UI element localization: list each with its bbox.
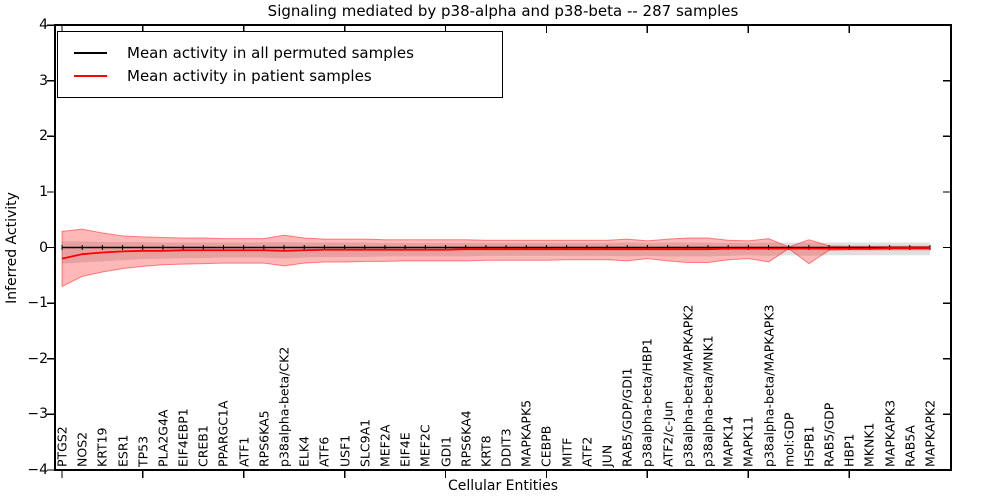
y-tick-label: −3 [27, 406, 48, 423]
x-tick-label: MEF2C [417, 424, 433, 467]
y-tick-label: −2 [27, 350, 48, 367]
x-tick-label: TP53 [135, 435, 151, 467]
x-tick-label: USF1 [337, 434, 353, 467]
x-tick-label: MITF [559, 437, 575, 467]
x-tick-label: RPS6KA4 [458, 410, 474, 467]
x-tick-label: CEBPB [538, 425, 554, 467]
x-tick-label: p38alpha-beta/MAPKAPK3 [761, 304, 776, 468]
x-tick-label: p38alpha-beta/MAPKAPK2 [680, 304, 696, 468]
x-tick-label: ATF1 [236, 436, 252, 467]
band-patient [61, 228, 931, 288]
x-tick-label: ATF6 [316, 436, 332, 467]
y-tick-label: 2 [39, 128, 48, 145]
x-tick-label: p38alpha-beta/CK2 [276, 346, 292, 467]
chart-title: Signaling mediated by p38-alpha and p38-… [267, 2, 739, 20]
legend-entry-permuted: Mean activity in all permuted samples [74, 43, 502, 62]
x-tick-label: RAB5/GDP/GDI1 [619, 367, 635, 467]
x-tick-label: RAB5/GDP [821, 402, 837, 467]
x-tick-label: RPS6KA5 [256, 410, 272, 467]
x-tick-label: PLA2G4A [155, 409, 171, 467]
x-tick-label: HSPB1 [801, 425, 817, 467]
y-tick-label: 4 [39, 17, 48, 34]
x-tick-label: ELK4 [296, 435, 312, 467]
x-tick-label: JUN [599, 444, 615, 467]
x-tick-label: MAPKAPK2 [922, 399, 938, 467]
series-line-patient [61, 247, 930, 260]
x-tick-label: GDI1 [438, 436, 454, 467]
y-tick-label: −1 [27, 295, 48, 312]
x-tick-label: CREB1 [195, 425, 211, 467]
legend-label-permuted: Mean activity in all permuted samples [127, 43, 414, 62]
x-tick-label: RAB5A [902, 425, 918, 467]
x-tick-label: MEF2A [377, 424, 393, 467]
x-tick-label: EIF4EBP1 [175, 408, 191, 467]
x-tick-label: SLC9A1 [357, 418, 373, 467]
legend: Mean activity in all permuted samples Me… [57, 31, 503, 98]
x-tick-label: NOS2 [74, 431, 90, 467]
x-tick-label: MKNK1 [861, 422, 877, 467]
x-tick-label: HBP1 [841, 433, 857, 467]
x-tick-label: p38alpha-beta/MNK1 [700, 335, 716, 467]
x-tick-label: DDIT3 [498, 428, 514, 467]
x-tick-label: ATF2 [579, 436, 595, 467]
y-tick-label: 3 [39, 72, 48, 89]
x-tick-label: p38alpha-beta/HBP1 [639, 338, 655, 467]
legend-entry-patient: Mean activity in patient samples [74, 66, 502, 85]
legend-line-patient-icon [74, 75, 107, 77]
x-tick-label: MAPKAPK5 [518, 399, 534, 467]
y-tick-label: 0 [39, 239, 48, 256]
x-tick-label: KRT8 [478, 435, 494, 467]
x-tick-label: ATF2/c-Jun [660, 400, 676, 467]
x-tick-label: PTGS2 [54, 426, 70, 467]
x-tick-label: MAPK11 [740, 416, 756, 467]
x-tick-label: PPARGC1A [215, 400, 231, 467]
x-tick-label: KRT19 [94, 427, 110, 467]
y-tick-label: −4 [27, 461, 48, 478]
x-axis-label: Cellular Entities [447, 478, 559, 494]
x-tick-label: ESR1 [115, 434, 131, 467]
x-tick-label: MAPK14 [720, 416, 736, 467]
x-tick-label: EIF4E [397, 432, 413, 467]
legend-label-patient: Mean activity in patient samples [127, 66, 372, 85]
y-tick-label: 1 [39, 183, 48, 200]
legend-line-permuted-icon [74, 52, 107, 54]
x-tick-label: mol:GDP [781, 412, 797, 467]
x-tick-label: MAPKAPK3 [882, 399, 898, 467]
